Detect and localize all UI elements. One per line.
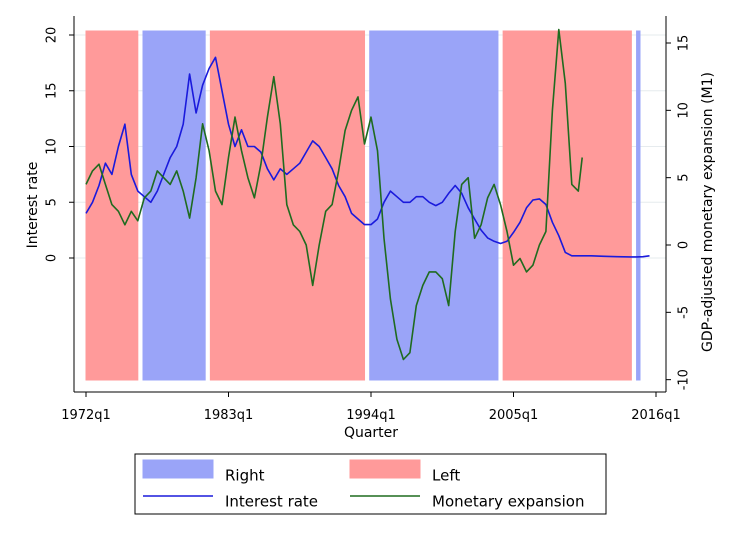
y-left-tick-label: 15 bbox=[45, 82, 60, 99]
x-axis-label: Quarter bbox=[344, 425, 398, 441]
y-left-tick-label: 20 bbox=[45, 27, 60, 44]
y-right-tick-label: 0 bbox=[677, 241, 692, 249]
series-lines bbox=[85, 28, 650, 361]
legend-swatch-left bbox=[349, 459, 421, 479]
interest-rate-line bbox=[85, 56, 650, 258]
y-axis-left-label: Interest rate bbox=[25, 162, 41, 249]
legend: Right Left Interest rate Monetary expansion bbox=[134, 453, 607, 515]
axes: 0 5 10 15 20 -10 -5 0 5 10 15 1972q1 1983q1 1994q1 200… bbox=[45, 16, 692, 423]
legend-label: Monetary expansion bbox=[432, 493, 584, 511]
y-axis-right-label: GDP-adjusted monetary expansion (M1) bbox=[700, 72, 716, 352]
band-right bbox=[369, 30, 499, 381]
y-right-tick-label: -10 bbox=[677, 369, 692, 390]
y-right-tick-label: 15 bbox=[677, 35, 692, 52]
legend-swatch-right bbox=[142, 459, 214, 479]
legend-label: Right bbox=[225, 467, 265, 485]
x-tick-label: 1994q1 bbox=[346, 408, 396, 423]
legend-label: Left bbox=[432, 467, 460, 485]
band-right bbox=[636, 30, 641, 381]
x-tick-label: 1972q1 bbox=[61, 408, 111, 423]
y-right-tick-label: 5 bbox=[677, 174, 692, 182]
y-left-tick-label: 10 bbox=[45, 138, 60, 155]
x-tick-label: 1983q1 bbox=[204, 408, 254, 423]
regime-bands bbox=[85, 30, 641, 381]
band-right bbox=[142, 30, 206, 381]
y-left-tick-label: 5 bbox=[45, 198, 60, 206]
legend-label: Interest rate bbox=[225, 493, 318, 511]
y-right-tick-label: 10 bbox=[677, 102, 692, 119]
band-left bbox=[502, 30, 632, 381]
monetary-expansion-line bbox=[85, 28, 583, 361]
x-tick-label: 2005q1 bbox=[489, 408, 539, 423]
y-right-tick-label: -5 bbox=[677, 306, 692, 319]
x-tick-label: 2016q1 bbox=[631, 408, 681, 423]
y-left-tick-label: 0 bbox=[45, 254, 60, 262]
